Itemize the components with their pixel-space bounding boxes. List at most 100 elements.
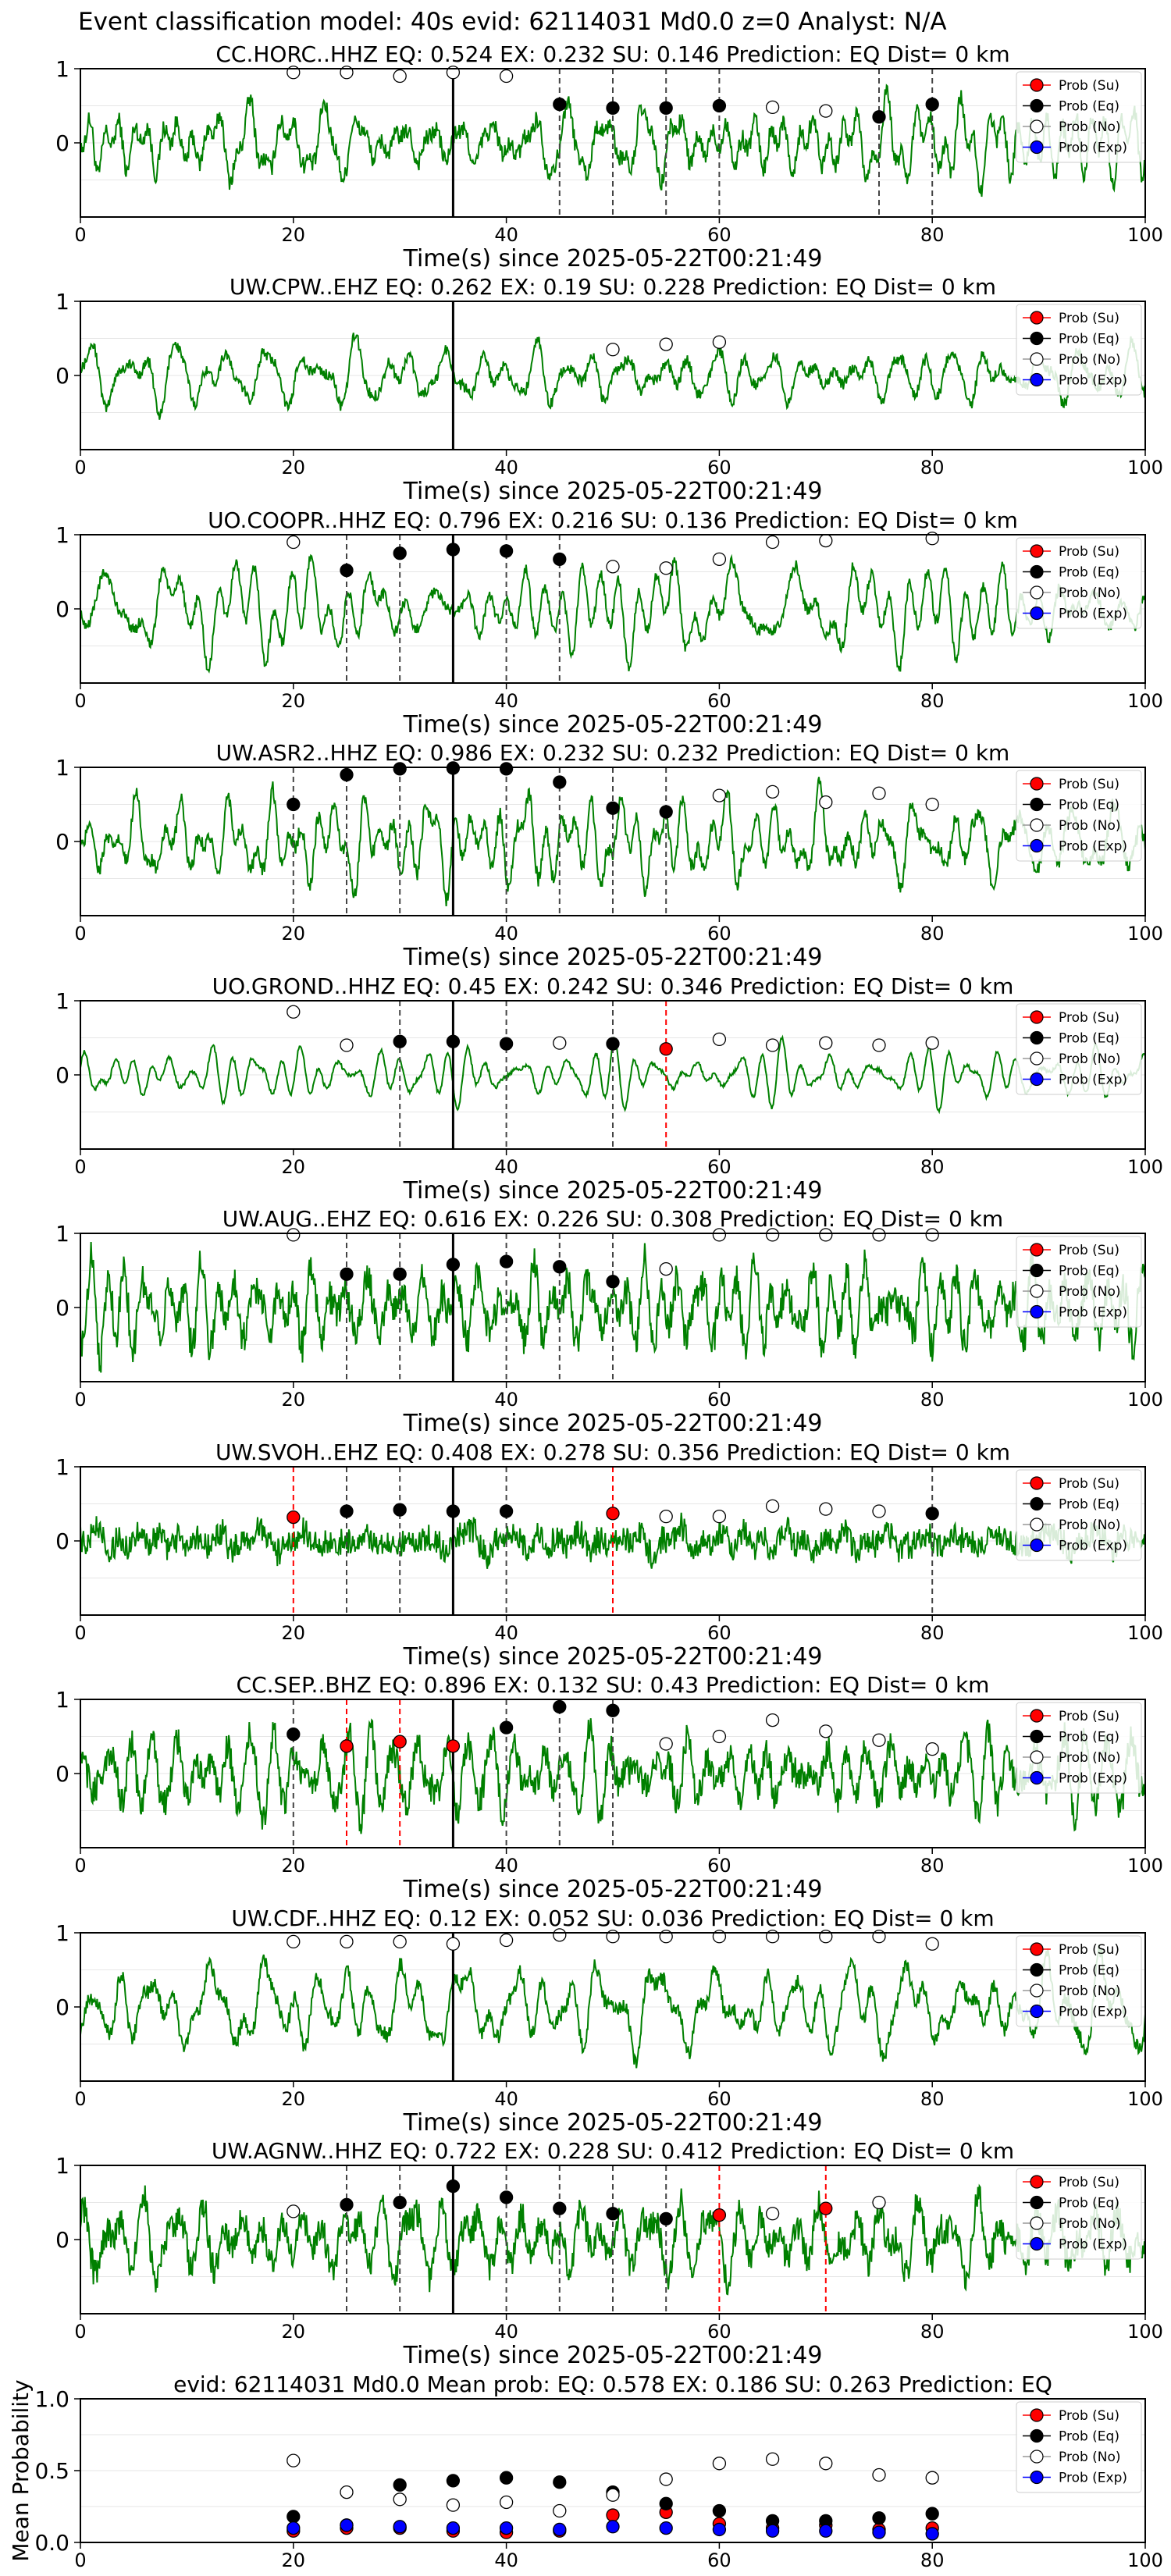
mean-prob-point [659,2496,673,2510]
legend-marker [1030,2470,1044,2485]
x-tick-label: 40 [494,1622,518,1644]
x-tick-label: 100 [1127,690,1163,712]
x-axis-label: Time(s) since 2025-05-22T00:21:49 [403,1876,823,1903]
prob-point [446,1258,461,1272]
y-axis-label: Mean Probability [8,2379,34,2561]
x-tick-label: 0 [74,1389,86,1411]
x-axis-label: Time(s) since 2025-05-22T00:21:49 [403,2342,823,2369]
legend-marker [1030,2175,1044,2189]
mean-prob-point [712,2457,727,2471]
waveform-trace [80,1944,1145,2069]
prob-point [872,2195,886,2210]
prob-point [606,2207,620,2221]
legend-marker [1030,818,1044,832]
legend-marker [1030,1750,1044,1764]
prob-point [553,1036,567,1050]
prob-point [925,1742,939,1756]
prob-point [765,785,780,799]
prob-point [659,337,673,351]
prob-point [393,1503,407,1517]
mean-prob-point [553,2503,567,2518]
mean-prob-point [872,2467,886,2482]
prob-point [765,2207,780,2221]
prob-point [765,1499,780,1513]
legend-label: Prob (Eq) [1059,1730,1119,1745]
prob-point [606,560,620,574]
prob-point [659,1737,673,1751]
figure-title: Event classification model: 40s evid: 62… [78,8,947,36]
legend-label: Prob (Su) [1059,1243,1119,1258]
legend-label: Prob (Eq) [1059,332,1119,347]
x-tick-label: 0 [74,1622,86,1644]
panel-title: UW.AUG..EHZ EQ: 0.616 EX: 0.226 SU: 0.30… [222,1206,1003,1232]
x-tick-label: 20 [282,224,306,246]
prob-point [819,795,833,809]
panel-2: UW.CPW..EHZ EQ: 0.262 EX: 0.19 SU: 0.228… [55,274,1163,505]
legend-marker [1030,777,1044,791]
prob-point [499,1720,514,1735]
prob-point [712,98,727,113]
legend-marker [1030,2408,1044,2422]
waveform-trace [80,333,1145,420]
legend-label: Prob (Su) [1059,2408,1119,2424]
mean-prob-point [393,2478,407,2492]
mean-prob-point [765,2524,780,2538]
prob-point [393,1735,407,1749]
x-axis-label: Time(s) since 2025-05-22T00:21:49 [403,1410,823,1437]
y-tick-label: 0 [55,596,69,622]
waveform-trace [80,2183,1145,2296]
prob-point [765,100,780,115]
mean-prob-point [606,2520,620,2534]
prob-point [340,563,354,578]
mean-prob-point [553,2522,567,2537]
panel-10: UW.AGNW..HHZ EQ: 0.722 EX: 0.228 SU: 0.4… [55,2138,1163,2369]
legend-marker [1030,372,1044,387]
prob-point [287,1228,301,1242]
prob-point [872,110,886,124]
legend-marker [1030,98,1044,113]
prob-point [393,69,407,84]
x-tick-label: 0 [74,2549,86,2571]
legend-box [1016,1469,1142,1561]
legend-marker [1030,1942,1044,1956]
y-tick-label: 1 [55,1687,69,1713]
legend-label: Prob (No) [1059,2450,1121,2465]
x-tick-label: 60 [707,1622,731,1644]
x-axis-label: Time(s) since 2025-05-22T00:21:49 [403,2109,823,2137]
x-axis-label: Time(s) since 2025-05-22T00:21:49 [403,1643,823,1670]
legend-marker [1030,1030,1044,1045]
prob-point [553,1699,567,1714]
x-tick-label: 80 [920,1389,945,1411]
legend-label: Prob (No) [1059,1984,1121,1999]
legend: Prob (Su) Prob (Eq) Prob (No) Prob (Exp) [1016,71,1142,163]
prob-point [553,2201,567,2215]
y-tick-label: 0 [55,1528,69,1554]
x-tick-label: 0 [74,690,86,712]
panel-11: evid: 62114031 Md0.0 Mean prob: EQ: 0.57… [8,2371,1163,2571]
prob-point [606,343,620,357]
prob-point [712,552,727,566]
x-tick-label: 20 [282,1156,306,1178]
x-tick-label: 0 [74,923,86,945]
prob-point [659,805,673,819]
prob-point [553,552,567,566]
legend-marker [1030,2216,1044,2230]
legend-label: Prob (No) [1059,585,1121,601]
legend-marker [1030,1476,1044,1490]
prob-point [925,797,939,812]
x-tick-label: 20 [282,2088,306,2110]
legend-label: Prob (Su) [1059,1942,1119,1958]
legend-box [1016,1236,1142,1328]
x-tick-label: 80 [920,2549,945,2571]
y-tick-label: 1 [55,522,69,548]
x-tick-label: 20 [282,1622,306,1644]
y-tick-label: 0 [55,363,69,389]
x-tick-label: 40 [494,457,518,479]
prob-point [499,2190,514,2204]
x-tick-label: 40 [494,1855,518,1877]
prob-point [712,2208,727,2222]
mean-prob-point [925,2471,939,2485]
prob-point [819,1502,833,1516]
